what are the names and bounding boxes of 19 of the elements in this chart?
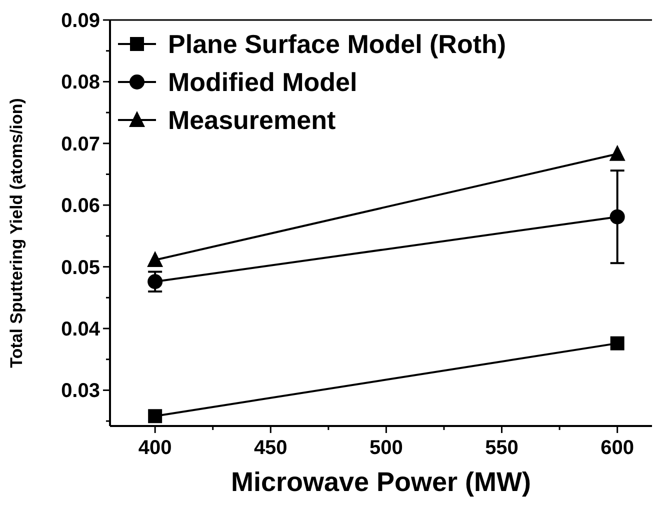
- x-tick-label: 600: [600, 437, 634, 459]
- y-tick-label: 0.09: [61, 10, 100, 32]
- x-tick-label: 450: [254, 437, 288, 459]
- point: [148, 409, 162, 424]
- x-tick-label: 500: [370, 437, 403, 459]
- x-tick-label: 400: [138, 437, 172, 459]
- y-tick-label: 0.08: [61, 72, 100, 94]
- y-tick-label: 0.05: [61, 256, 100, 279]
- point: [610, 336, 624, 350]
- y-tick-label: 0.06: [61, 195, 100, 218]
- x-tick-label: 550: [485, 437, 518, 459]
- y-tick-label: 0.07: [61, 133, 100, 156]
- legend-label: Modified Model: [168, 67, 358, 97]
- x-axis-title: Microwave Power (MW): [230, 467, 532, 497]
- legend-label: Plane Surface Model (Roth): [168, 29, 506, 59]
- legend-label: Measurement: [168, 105, 336, 135]
- y-tick-label: 0.03: [61, 380, 100, 402]
- y-tick-label: 0.04: [61, 318, 101, 341]
- y-axis-title: Total Sputtering Yield (atoms/ion): [7, 98, 26, 368]
